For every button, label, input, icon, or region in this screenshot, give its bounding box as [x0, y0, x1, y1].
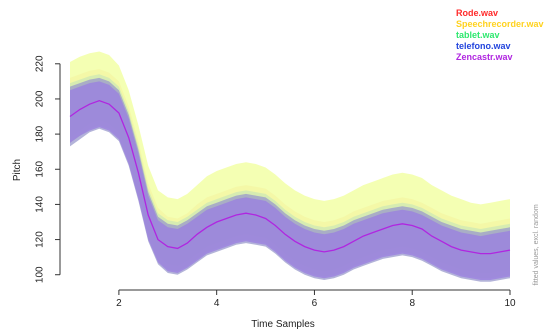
y-tick-label: 180	[35, 125, 46, 142]
y-tick-label: 120	[35, 231, 46, 248]
x-tick-label: 6	[312, 298, 318, 309]
y-tick-label: 160	[35, 160, 46, 177]
fit-lines	[69, 100, 511, 255]
y-tick-label: 220	[35, 55, 46, 72]
y-tick-label: 100	[35, 266, 46, 283]
x-axis-title: Time Samples	[251, 319, 315, 330]
confidence-bands	[70, 51, 510, 282]
y-tick-label: 200	[35, 90, 46, 107]
y-axis-title: Pitch	[12, 159, 23, 181]
y-tick-label: 140	[35, 196, 46, 213]
line-zencastr-wav	[69, 100, 511, 255]
legend-entry: telefono.wav	[456, 41, 511, 51]
axes: 100 120 140 160 180 200 220 2 4 6 8 10	[35, 55, 516, 309]
x-tick-label: 8	[409, 298, 415, 309]
fitted-values-note: fitted values, excl. random	[533, 204, 540, 285]
x-tick-label: 10	[504, 298, 516, 309]
legend-entry: Speechrecorder.wav	[456, 19, 544, 29]
legend-entry: Rode.wav	[456, 8, 498, 18]
legend-entry: tablet.wav	[456, 30, 500, 40]
band-zencastr-wav	[70, 81, 510, 281]
x-tick-label: 2	[116, 298, 122, 309]
x-tick-label: 4	[214, 298, 220, 309]
legend: Rode.wavSpeechrecorder.wavtablet.wavtele…	[456, 8, 544, 62]
legend-entry: Zencastr.wav	[456, 52, 513, 62]
